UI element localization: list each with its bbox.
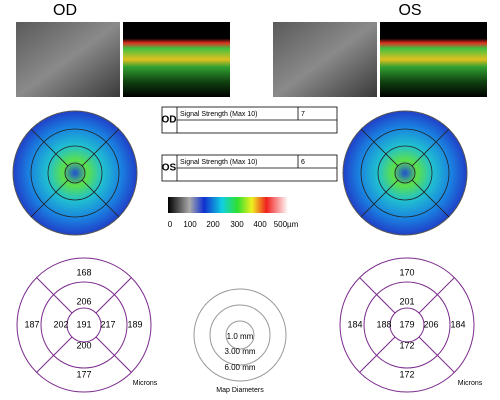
map-ring [47, 145, 103, 201]
map-sector-line [30, 179, 69, 218]
grid-ring [66, 307, 102, 343]
grid-sector-line [95, 336, 132, 373]
eye-heading: OS [398, 2, 421, 19]
map-diameter: 6.00 mm [224, 363, 255, 372]
grid-sector-line [359, 277, 396, 314]
signal-value: 7 [301, 111, 305, 118]
scale-tick-label: 500µm [274, 220, 299, 229]
oct-scan [380, 22, 487, 97]
scale-tick-label: 300 [230, 220, 244, 229]
grid-thickness: 189 [127, 319, 142, 329]
fundus-image [273, 22, 377, 97]
map-sector-line [81, 179, 120, 218]
map-diagram [193, 288, 287, 382]
map-caption: Map Diameters [216, 387, 264, 394]
map-sector-line [360, 128, 399, 167]
map-sector-line [411, 128, 450, 167]
signal-label: Signal Strength (Max 10) [180, 111, 257, 118]
grid-sector-line [418, 277, 455, 314]
signal-eye: OD [162, 115, 177, 126]
grid-thickness: 206 [423, 319, 438, 329]
grid-thickness: 172 [399, 340, 414, 350]
map-sector-line [411, 179, 450, 218]
map-sector-line [81, 128, 120, 167]
map-ring [394, 162, 416, 184]
grid-ring [40, 281, 128, 369]
grid-thickness: 170 [399, 267, 414, 277]
scale-tick-label: 0 [168, 220, 173, 229]
map-ring [30, 128, 120, 218]
grid-thickness: 187 [24, 319, 39, 329]
grid-thickness: 172 [399, 369, 414, 379]
grid-thickness: 202 [53, 319, 68, 329]
grid-thickness: 200 [76, 340, 91, 350]
grid-ring [339, 257, 475, 393]
grid-thickness: 206 [76, 296, 91, 306]
grid-units: Microns [133, 380, 158, 387]
map-diameter: 1.0 mm [227, 332, 254, 341]
map-sector-line [360, 179, 399, 218]
map-ring [360, 128, 450, 218]
map-diameter: 3.00 mm [224, 347, 255, 356]
grid-ring [16, 257, 152, 393]
grid-thickness: 184 [347, 319, 362, 329]
oct-scan [123, 22, 230, 97]
grid-thickness: 201 [399, 296, 414, 306]
scale-tick-label: 200 [206, 220, 220, 229]
grid-thickness: 191 [76, 319, 91, 329]
grid-thickness: 217 [100, 319, 115, 329]
map-sector-line [30, 128, 69, 167]
grid-sector-line [95, 277, 132, 314]
grid-sector-line [359, 336, 396, 373]
map-ring [64, 162, 86, 184]
fundus-image [16, 22, 120, 97]
grid-thickness: 184 [450, 319, 465, 329]
grid-thickness: 179 [399, 319, 414, 329]
map-ring [377, 145, 433, 201]
grid-sector-line [418, 336, 455, 373]
eye-heading: OD [53, 2, 77, 19]
grid-ring [389, 307, 425, 343]
grid-ring [363, 281, 451, 369]
signal-label: Signal Strength (Max 10) [180, 159, 257, 166]
signal-value: 6 [301, 159, 305, 166]
grid-sector-line [36, 277, 73, 314]
grid-thickness: 177 [76, 369, 91, 379]
grid-units: Microns [458, 380, 483, 387]
scale-tick-label: 100 [183, 220, 197, 229]
color-scale [168, 197, 288, 213]
grid-thickness: 168 [76, 267, 91, 277]
grid-sector-line [36, 336, 73, 373]
grid-thickness: 188 [376, 319, 391, 329]
signal-eye: OS [162, 163, 177, 174]
scale-tick-label: 400 [253, 220, 267, 229]
